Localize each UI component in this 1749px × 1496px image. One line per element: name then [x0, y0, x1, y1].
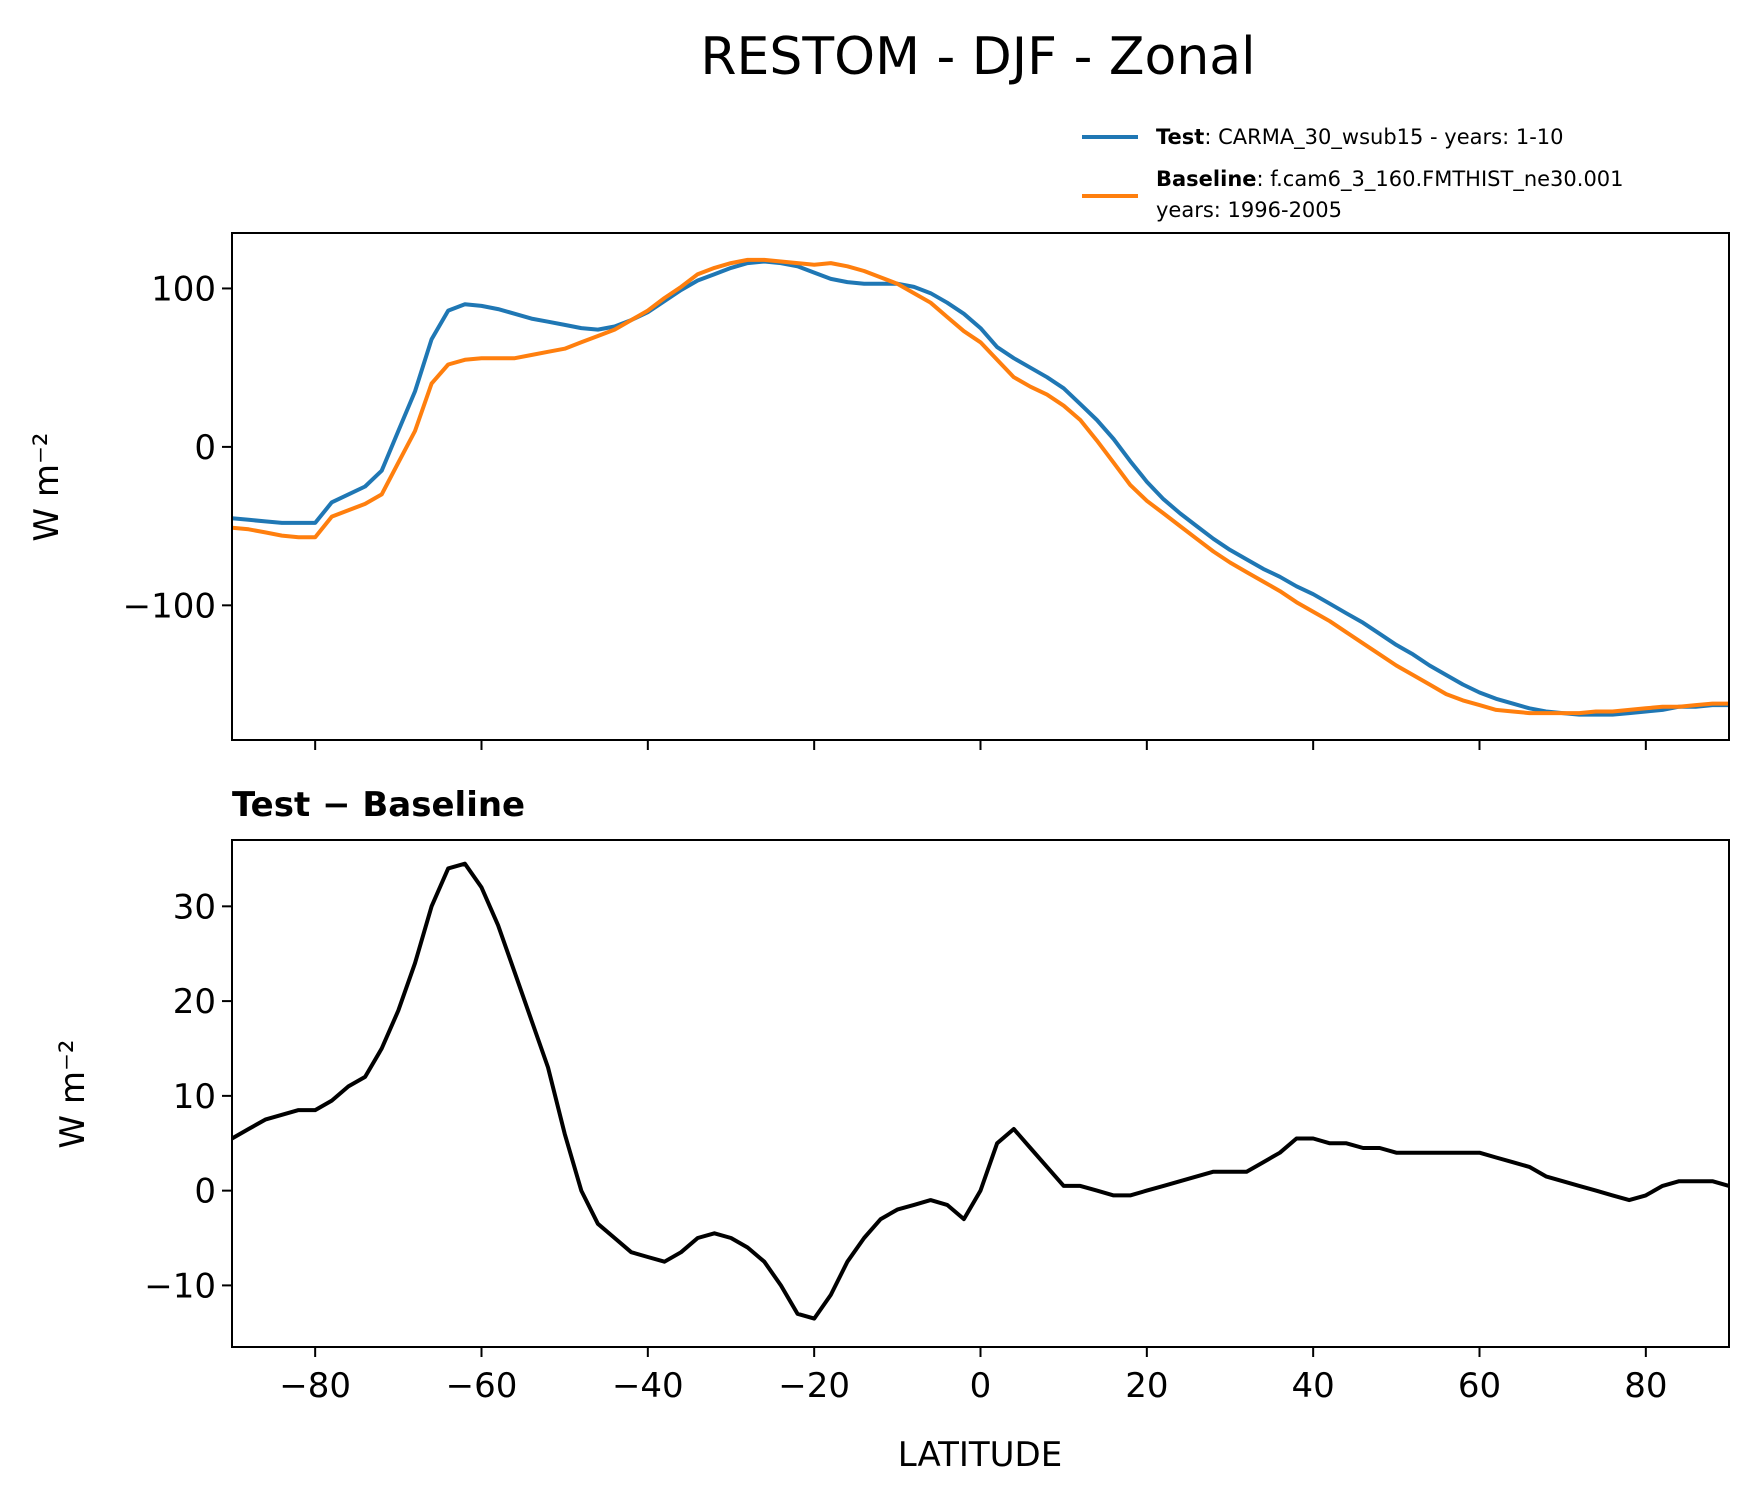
legend-entry-baseline: Baseline: f.cam6_3_160.FMTHIST_ne30.001 — [1156, 167, 1624, 192]
top-series-line-baseline — [231, 257, 1729, 716]
bottom-x-ticks: −80 −60 −40 −20 0 20 40 60 80 — [279, 1347, 1667, 1406]
top-axes-frame — [231, 232, 1730, 741]
bottom-y-tick-label: 20 — [173, 982, 216, 1022]
bottom-panel: Test − Baseline 30 20 10 0 −10 −80 −60 −40 −20 0… — [53, 785, 1730, 1475]
bottom-y-tick-label: 0 — [194, 1172, 216, 1212]
top-y-axis-label: W m⁻² — [27, 432, 67, 541]
bottom-y-ticks: 30 20 10 0 −10 — [144, 887, 232, 1306]
legend-baseline-years: years: 1996-2005 — [1156, 198, 1342, 222]
bottom-y-tick-label: 10 — [173, 1077, 216, 1117]
figure-title: RESTOM - DJF - Zonal — [700, 27, 1255, 87]
legend-test-text: : CARMA_30_wsub15 - years: 1-10 — [1204, 125, 1563, 150]
bottom-x-tick-label: −60 — [446, 1366, 518, 1406]
bottom-x-tick-label: −20 — [778, 1366, 850, 1406]
top-series-line-test — [231, 259, 1729, 717]
x-axis-label: LATITUDE — [898, 1435, 1062, 1475]
bottom-x-tick-label: −40 — [612, 1366, 684, 1406]
top-x-ticks — [314, 740, 1647, 750]
top-y-ticks: 100 0 −100 — [123, 269, 232, 626]
legend-baseline-name: Baseline — [1156, 167, 1257, 191]
legend: Test: CARMA_30_wsub15 - years: 1-10 Base… — [1082, 125, 1624, 222]
top-y-tick-label: 100 — [151, 269, 216, 309]
bottom-y-tick-label: −10 — [144, 1266, 216, 1306]
bottom-panel-title: Test − Baseline — [232, 785, 525, 825]
legend-entry-test: Test: CARMA_30_wsub15 - years: 1-10 — [1156, 125, 1564, 150]
top-panel: 100 0 −100 W m⁻² — [27, 232, 1730, 750]
bottom-y-axis-label: W m⁻² — [53, 1039, 93, 1148]
bottom-x-tick-label: −80 — [279, 1366, 351, 1406]
bottom-x-tick-label: 80 — [1624, 1366, 1667, 1406]
bottom-series-lines — [231, 861, 1730, 1321]
top-series-lines — [231, 257, 1729, 717]
bottom-x-tick-label: 40 — [1292, 1366, 1335, 1406]
top-y-tick-label: −100 — [123, 586, 216, 626]
legend-baseline-text: : f.cam6_3_160.FMTHIST_ne30.001 — [1257, 167, 1624, 192]
bottom-x-tick-label: 20 — [1125, 1366, 1168, 1406]
bottom-axes-frame — [231, 839, 1730, 1348]
bottom-x-tick-label: 60 — [1458, 1366, 1501, 1406]
bottom-y-tick-label: 30 — [173, 887, 216, 927]
top-y-tick-label: 0 — [194, 428, 216, 468]
legend-test-name: Test — [1156, 125, 1204, 149]
bottom-x-tick-label: 0 — [970, 1366, 992, 1406]
bottom-series-line-difference — [231, 861, 1730, 1321]
